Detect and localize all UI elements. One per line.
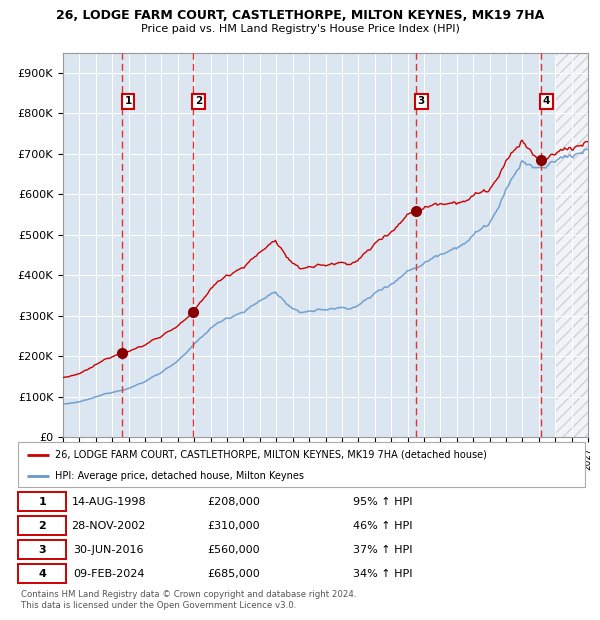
Text: 37% ↑ HPI: 37% ↑ HPI [353, 545, 412, 555]
Text: 09-FEB-2024: 09-FEB-2024 [73, 569, 145, 579]
Text: 2: 2 [195, 96, 202, 106]
Text: 1: 1 [38, 497, 46, 507]
Text: £208,000: £208,000 [207, 497, 260, 507]
Text: 4: 4 [543, 96, 550, 106]
Text: 34% ↑ HPI: 34% ↑ HPI [353, 569, 412, 579]
Bar [555, 53, 588, 437]
Text: 2: 2 [38, 521, 46, 531]
FancyBboxPatch shape [18, 564, 66, 583]
Text: 3: 3 [418, 96, 425, 106]
Text: 26, LODGE FARM COURT, CASTLETHORPE, MILTON KEYNES, MK19 7HA (detached house): 26, LODGE FARM COURT, CASTLETHORPE, MILT… [55, 450, 487, 459]
Text: £685,000: £685,000 [207, 569, 260, 579]
Text: Contains HM Land Registry data © Crown copyright and database right 2024.
This d: Contains HM Land Registry data © Crown c… [21, 590, 356, 609]
Text: £560,000: £560,000 [207, 545, 260, 555]
Text: 26, LODGE FARM COURT, CASTLETHORPE, MILTON KEYNES, MK19 7HA: 26, LODGE FARM COURT, CASTLETHORPE, MILT… [56, 9, 544, 22]
Text: Price paid vs. HM Land Registry's House Price Index (HPI): Price paid vs. HM Land Registry's House … [140, 24, 460, 33]
FancyBboxPatch shape [18, 492, 66, 512]
Text: 30-JUN-2016: 30-JUN-2016 [73, 545, 144, 555]
FancyBboxPatch shape [18, 442, 585, 487]
Text: 46% ↑ HPI: 46% ↑ HPI [353, 521, 412, 531]
FancyBboxPatch shape [18, 516, 66, 536]
Text: 95% ↑ HPI: 95% ↑ HPI [353, 497, 412, 507]
FancyBboxPatch shape [18, 540, 66, 559]
Text: 4: 4 [38, 569, 46, 579]
Text: HPI: Average price, detached house, Milton Keynes: HPI: Average price, detached house, Milt… [55, 471, 304, 480]
Text: 3: 3 [38, 545, 46, 555]
Text: 28-NOV-2002: 28-NOV-2002 [71, 521, 146, 531]
Text: £310,000: £310,000 [207, 521, 260, 531]
Text: 14-AUG-1998: 14-AUG-1998 [71, 497, 146, 507]
Text: 1: 1 [124, 96, 131, 106]
